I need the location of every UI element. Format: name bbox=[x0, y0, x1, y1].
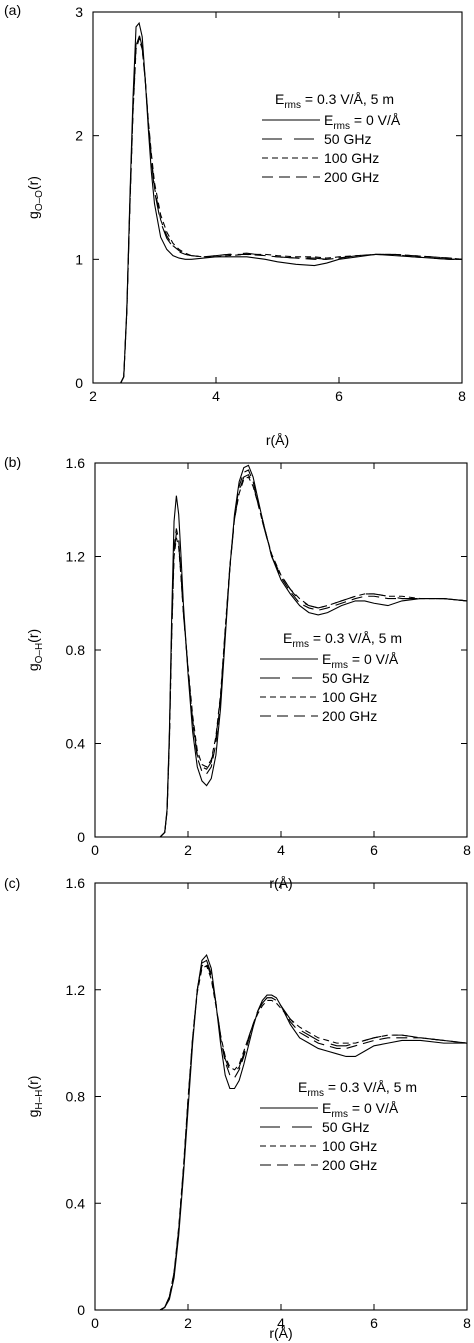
legend-entry-label: Erms = 0 V/Å bbox=[324, 112, 401, 132]
x-tick-label: 8 bbox=[463, 1315, 471, 1331]
y-tick-label: 0 bbox=[77, 1302, 85, 1318]
chart-panel-1: (a) 2 4 6 8 0 1 2 3 r(Å) gO–O(r) Erms = 0.3 V/Å, 5 … bbox=[4, 2, 466, 448]
legend-entry-label: 100 GHz bbox=[322, 689, 377, 705]
chart-panel-3: (c) 0 2 4 6 8 0 0.4 0.8 1.2 1.6 r(Å) gH–H(r) Erms = 0… bbox=[4, 875, 471, 1341]
legend-heading: Erms = 0.3 V/Å, 5 m bbox=[298, 1079, 417, 1099]
legend-entry-label: 100 GHz bbox=[324, 150, 379, 166]
y-tick-label: 0.8 bbox=[66, 1089, 86, 1105]
x-tick-label: 8 bbox=[458, 388, 466, 404]
y-axis-label: gO–H(r) bbox=[25, 629, 45, 671]
x-tick-label: 0 bbox=[91, 1315, 99, 1331]
panel-label: (c) bbox=[4, 875, 20, 891]
plot-frame bbox=[94, 882, 468, 1311]
chart-panel-2: (b)0 2 4 6 800.40.81.21.6r(Å)gO–H(r) Erms = 0… bbox=[4, 454, 471, 891]
x-tick-label: 6 bbox=[335, 388, 343, 404]
x-tick-label: 4 bbox=[277, 842, 285, 858]
y-tick-label: 2 bbox=[75, 128, 83, 144]
legend-entry-label: 50 GHz bbox=[322, 670, 369, 686]
y-tick-label: 1.2 bbox=[66, 982, 86, 998]
legend-entry-label: 200 GHz bbox=[322, 1157, 377, 1173]
y-tick-label: 0 bbox=[77, 829, 85, 845]
y-tick-label: 0.4 bbox=[66, 1195, 86, 1211]
y-tick-label: 1.6 bbox=[66, 455, 86, 471]
series-line-shortdash bbox=[120, 37, 463, 384]
panel-label: (a) bbox=[4, 2, 21, 18]
y-tick-label: 1 bbox=[75, 251, 83, 267]
y-tick-label: 0.4 bbox=[66, 736, 86, 752]
x-tick-label: 4 bbox=[277, 1315, 285, 1331]
legend-heading: Erms = 0.3 V/Å, 5 m bbox=[275, 91, 394, 111]
x-tick-label: 2 bbox=[184, 842, 192, 858]
y-axis-label: gO–O(r) bbox=[25, 176, 45, 219]
legend-entry-label: Erms = 0 V/Å bbox=[322, 651, 399, 671]
y-tick-label: 0 bbox=[75, 375, 83, 391]
x-tick-label: 4 bbox=[212, 388, 220, 404]
legend-entry-label: 50 GHz bbox=[324, 131, 371, 147]
series-line-mediumdash bbox=[120, 34, 463, 384]
y-tick-label: 1.2 bbox=[66, 549, 86, 565]
series-line-mediumdash bbox=[159, 469, 468, 838]
series-line-mediumdash bbox=[159, 962, 468, 1311]
series-line-solid bbox=[120, 21, 462, 384]
y-tick-label: 3 bbox=[75, 4, 83, 20]
x-tick-label: 0 bbox=[91, 842, 99, 858]
series-line-longdash bbox=[159, 959, 468, 1311]
legend-entry-label: 200 GHz bbox=[324, 169, 379, 185]
x-tick-label: 2 bbox=[89, 388, 97, 404]
legend-entry-label: 100 GHz bbox=[322, 1138, 377, 1154]
x-tick-label: 2 bbox=[184, 1315, 192, 1331]
panel-label: (b) bbox=[4, 454, 21, 470]
series-line-shortdash bbox=[159, 476, 468, 838]
legend-entry-label: Erms = 0 V/Å bbox=[322, 1100, 399, 1120]
x-tick-label: 6 bbox=[370, 842, 378, 858]
series-line-solid bbox=[159, 953, 467, 1311]
y-tick-label: 1.6 bbox=[66, 875, 86, 891]
plot-frame bbox=[94, 462, 468, 838]
series-line-longdash bbox=[159, 473, 468, 838]
y-axis-label: gH–H(r) bbox=[25, 1076, 45, 1118]
series-line-solid bbox=[159, 464, 468, 838]
series-line-longdash bbox=[120, 32, 462, 384]
legend-heading: Erms = 0.3 V/Å, 5 m bbox=[283, 630, 402, 650]
series-line-shortdash bbox=[159, 964, 468, 1311]
legend-entry-label: 50 GHz bbox=[322, 1119, 369, 1135]
plot-frame bbox=[92, 11, 463, 384]
legend-entry-label: 200 GHz bbox=[322, 708, 377, 724]
x-axis-label: r(Å) bbox=[269, 1325, 292, 1341]
x-tick-label: 6 bbox=[370, 1315, 378, 1331]
x-axis-label: r(Å) bbox=[266, 432, 289, 448]
y-tick-label: 0.8 bbox=[66, 642, 86, 658]
x-tick-label: 8 bbox=[463, 842, 471, 858]
